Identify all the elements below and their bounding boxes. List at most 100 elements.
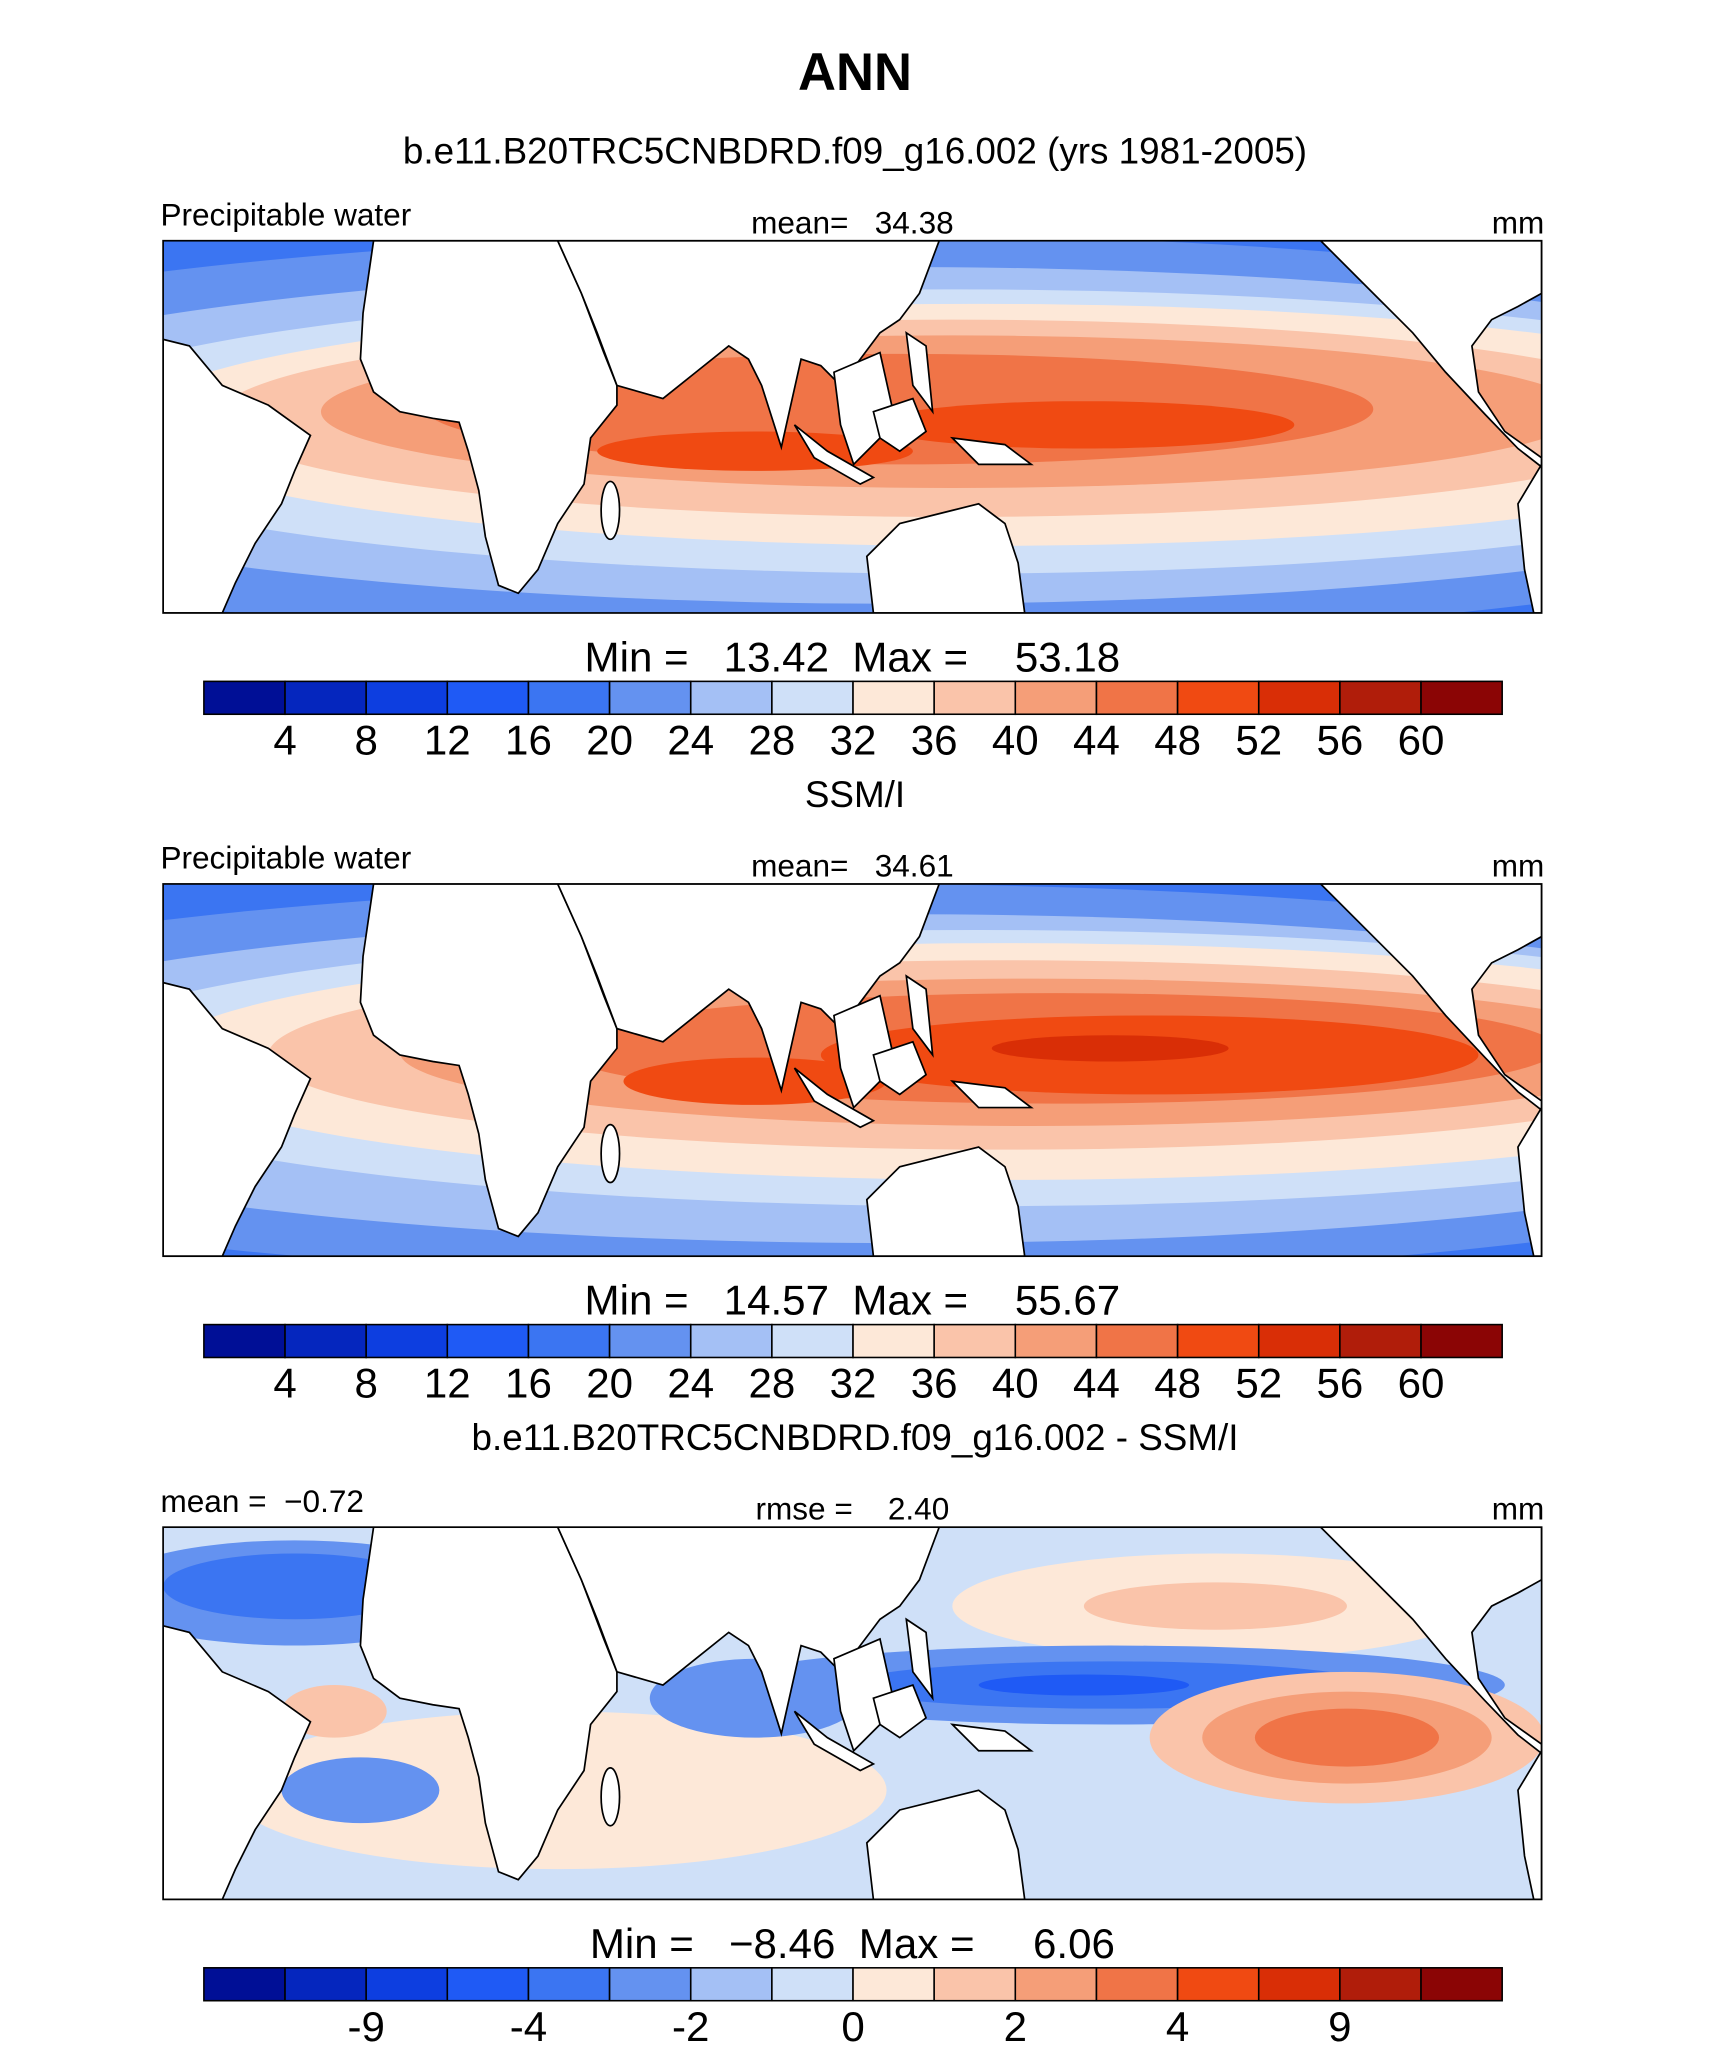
map-frame: [162, 1526, 1543, 1901]
colorbar-box: [689, 1323, 773, 1359]
colorbar-tick-label: 9: [1328, 2003, 1351, 2050]
left-label: Precipitable water: [160, 840, 411, 876]
colorbar-box: [933, 1967, 1017, 2002]
colorbar-box: [284, 680, 367, 716]
colorbar-box: [1339, 1967, 1422, 2002]
colorbar-tick-label: 4: [1166, 2003, 1189, 2050]
colorbar-tick-label: 24: [667, 1360, 714, 1407]
colorbar-box: [1339, 680, 1422, 716]
units: mm: [1492, 1491, 1545, 1527]
colorbar-box: [203, 680, 286, 716]
colorbar-box: [527, 1323, 611, 1359]
colorbar-box: [446, 680, 530, 716]
colorbar-tick-label: 32: [830, 716, 877, 763]
colorbar-tick-label: 4: [273, 1360, 296, 1407]
colorbar-box: [771, 1323, 854, 1359]
colorbar-box: [365, 1967, 449, 2002]
map-frame: [162, 883, 1543, 1258]
colorbar-box: [1095, 1323, 1179, 1359]
colorbar-tick-label: 40: [992, 716, 1039, 763]
panel-title: b.e11.B20TRC5CNBDRD.f09_g16.002 - SSM/I: [472, 1417, 1239, 1458]
colorbar-tick-label: -9: [347, 2003, 384, 2050]
colorbar-box: [1014, 1967, 1098, 2002]
colorbar-tick-label: 48: [1154, 716, 1201, 763]
colorbar-box: [608, 1967, 692, 2002]
colorbar-tick-label: 4: [273, 716, 296, 763]
colorbar-box: [689, 680, 773, 716]
colorbar-tick-label: 44: [1073, 1360, 1120, 1407]
colorbar-tick-label: 24: [667, 716, 714, 763]
colorbar-box: [1257, 1967, 1341, 2002]
colorbar-tick-label: 56: [1316, 1360, 1363, 1407]
colorbar-box: [1095, 1967, 1179, 2002]
colorbar-tick-label: 60: [1398, 716, 1445, 763]
colorbar-tick-label: 48: [1154, 1360, 1201, 1407]
colorbar-box: [1095, 680, 1179, 716]
colorbar-tick-label: 40: [992, 1360, 1039, 1407]
colorbar-box: [1014, 1323, 1098, 1359]
colorbar-box: [689, 1967, 773, 2002]
colorbar-box: [1420, 680, 1503, 716]
colorbar-tick-label: 2: [1004, 2003, 1027, 2050]
colorbar-tick-label: 32: [830, 1360, 877, 1407]
colorbar-box: [446, 1323, 530, 1359]
colorbar-tick-label: 44: [1073, 716, 1120, 763]
colorbar-box: [1176, 1323, 1260, 1359]
colorbar-box: [771, 680, 854, 716]
colorbar-tick-label: 12: [424, 716, 471, 763]
colorbar-box: [1176, 680, 1260, 716]
colorbar-tick-label: 52: [1235, 716, 1282, 763]
colorbar-box: [527, 1967, 611, 2002]
colorbar-box: [933, 680, 1017, 716]
colorbar-tick-label: 28: [748, 1360, 795, 1407]
colorbar-box: [608, 680, 692, 716]
panel-title: b.e11.B20TRC5CNBDRD.f09_g16.002 (yrs 198…: [403, 131, 1307, 172]
colorbar-box: [771, 1967, 854, 2002]
colorbar-tick-label: 52: [1235, 1360, 1282, 1407]
colorbar-tick-label: 20: [586, 716, 633, 763]
colorbar-tick-label: 60: [1398, 1360, 1445, 1407]
colorbar-box: [203, 1967, 286, 2002]
colorbar-tick-label: 12: [424, 1360, 471, 1407]
left-label: Precipitable water: [160, 196, 411, 232]
colorbar-box: [1420, 1967, 1503, 2002]
panel-title: SSM/I: [805, 774, 905, 815]
colorbar-tick-label: 28: [748, 716, 795, 763]
left-label: mean = −0.72: [160, 1483, 363, 1519]
colorbar-tick-label: 20: [586, 1360, 633, 1407]
colorbar-box: [1339, 1323, 1422, 1359]
colorbar-tick-label: 0: [841, 2003, 864, 2050]
colorbar-tick-label: -4: [510, 2003, 547, 2050]
colorbar-box: [933, 1323, 1017, 1359]
colorbar-box: [1420, 1323, 1503, 1359]
units: mm: [1492, 204, 1545, 240]
colorbar-tick-label: 16: [505, 1360, 552, 1407]
colorbar-box: [284, 1967, 367, 2002]
range-label: Min = 14.57 Max = 55.67: [585, 1277, 1121, 1324]
colorbar-box: [608, 1323, 692, 1359]
colorbar-tick-label: 8: [354, 716, 377, 763]
colorbar-tick-label: 56: [1316, 716, 1363, 763]
range-label: Min = −8.46 Max = 6.06: [590, 1920, 1115, 1967]
colorbar-box: [1257, 680, 1341, 716]
map: [163, 240, 1542, 613]
colorbar-box: [527, 680, 611, 716]
colorbar-tick-label: -2: [672, 2003, 709, 2050]
colorbar-tick-label: 36: [911, 1360, 958, 1407]
map: [163, 883, 1542, 1257]
colorbar-box: [852, 1967, 935, 2002]
colorbar-box: [203, 1323, 286, 1359]
colorbar-tick-label: 8: [354, 1360, 377, 1407]
colorbar-box: [365, 1323, 449, 1359]
map: [163, 1527, 1542, 1900]
colorbar-box: [446, 1967, 530, 2002]
figure-title: ANN: [798, 43, 912, 102]
colorbar-box: [1257, 1323, 1341, 1359]
colorbar-box: [1014, 680, 1098, 716]
colorbar-box: [1176, 1967, 1260, 2002]
colorbar-box: [365, 680, 449, 716]
colorbar-box: [284, 1323, 367, 1359]
map-frame: [162, 239, 1543, 614]
